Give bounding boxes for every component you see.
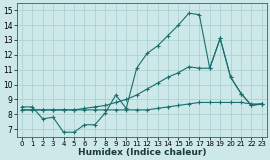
- X-axis label: Humidex (Indice chaleur): Humidex (Indice chaleur): [77, 148, 206, 157]
